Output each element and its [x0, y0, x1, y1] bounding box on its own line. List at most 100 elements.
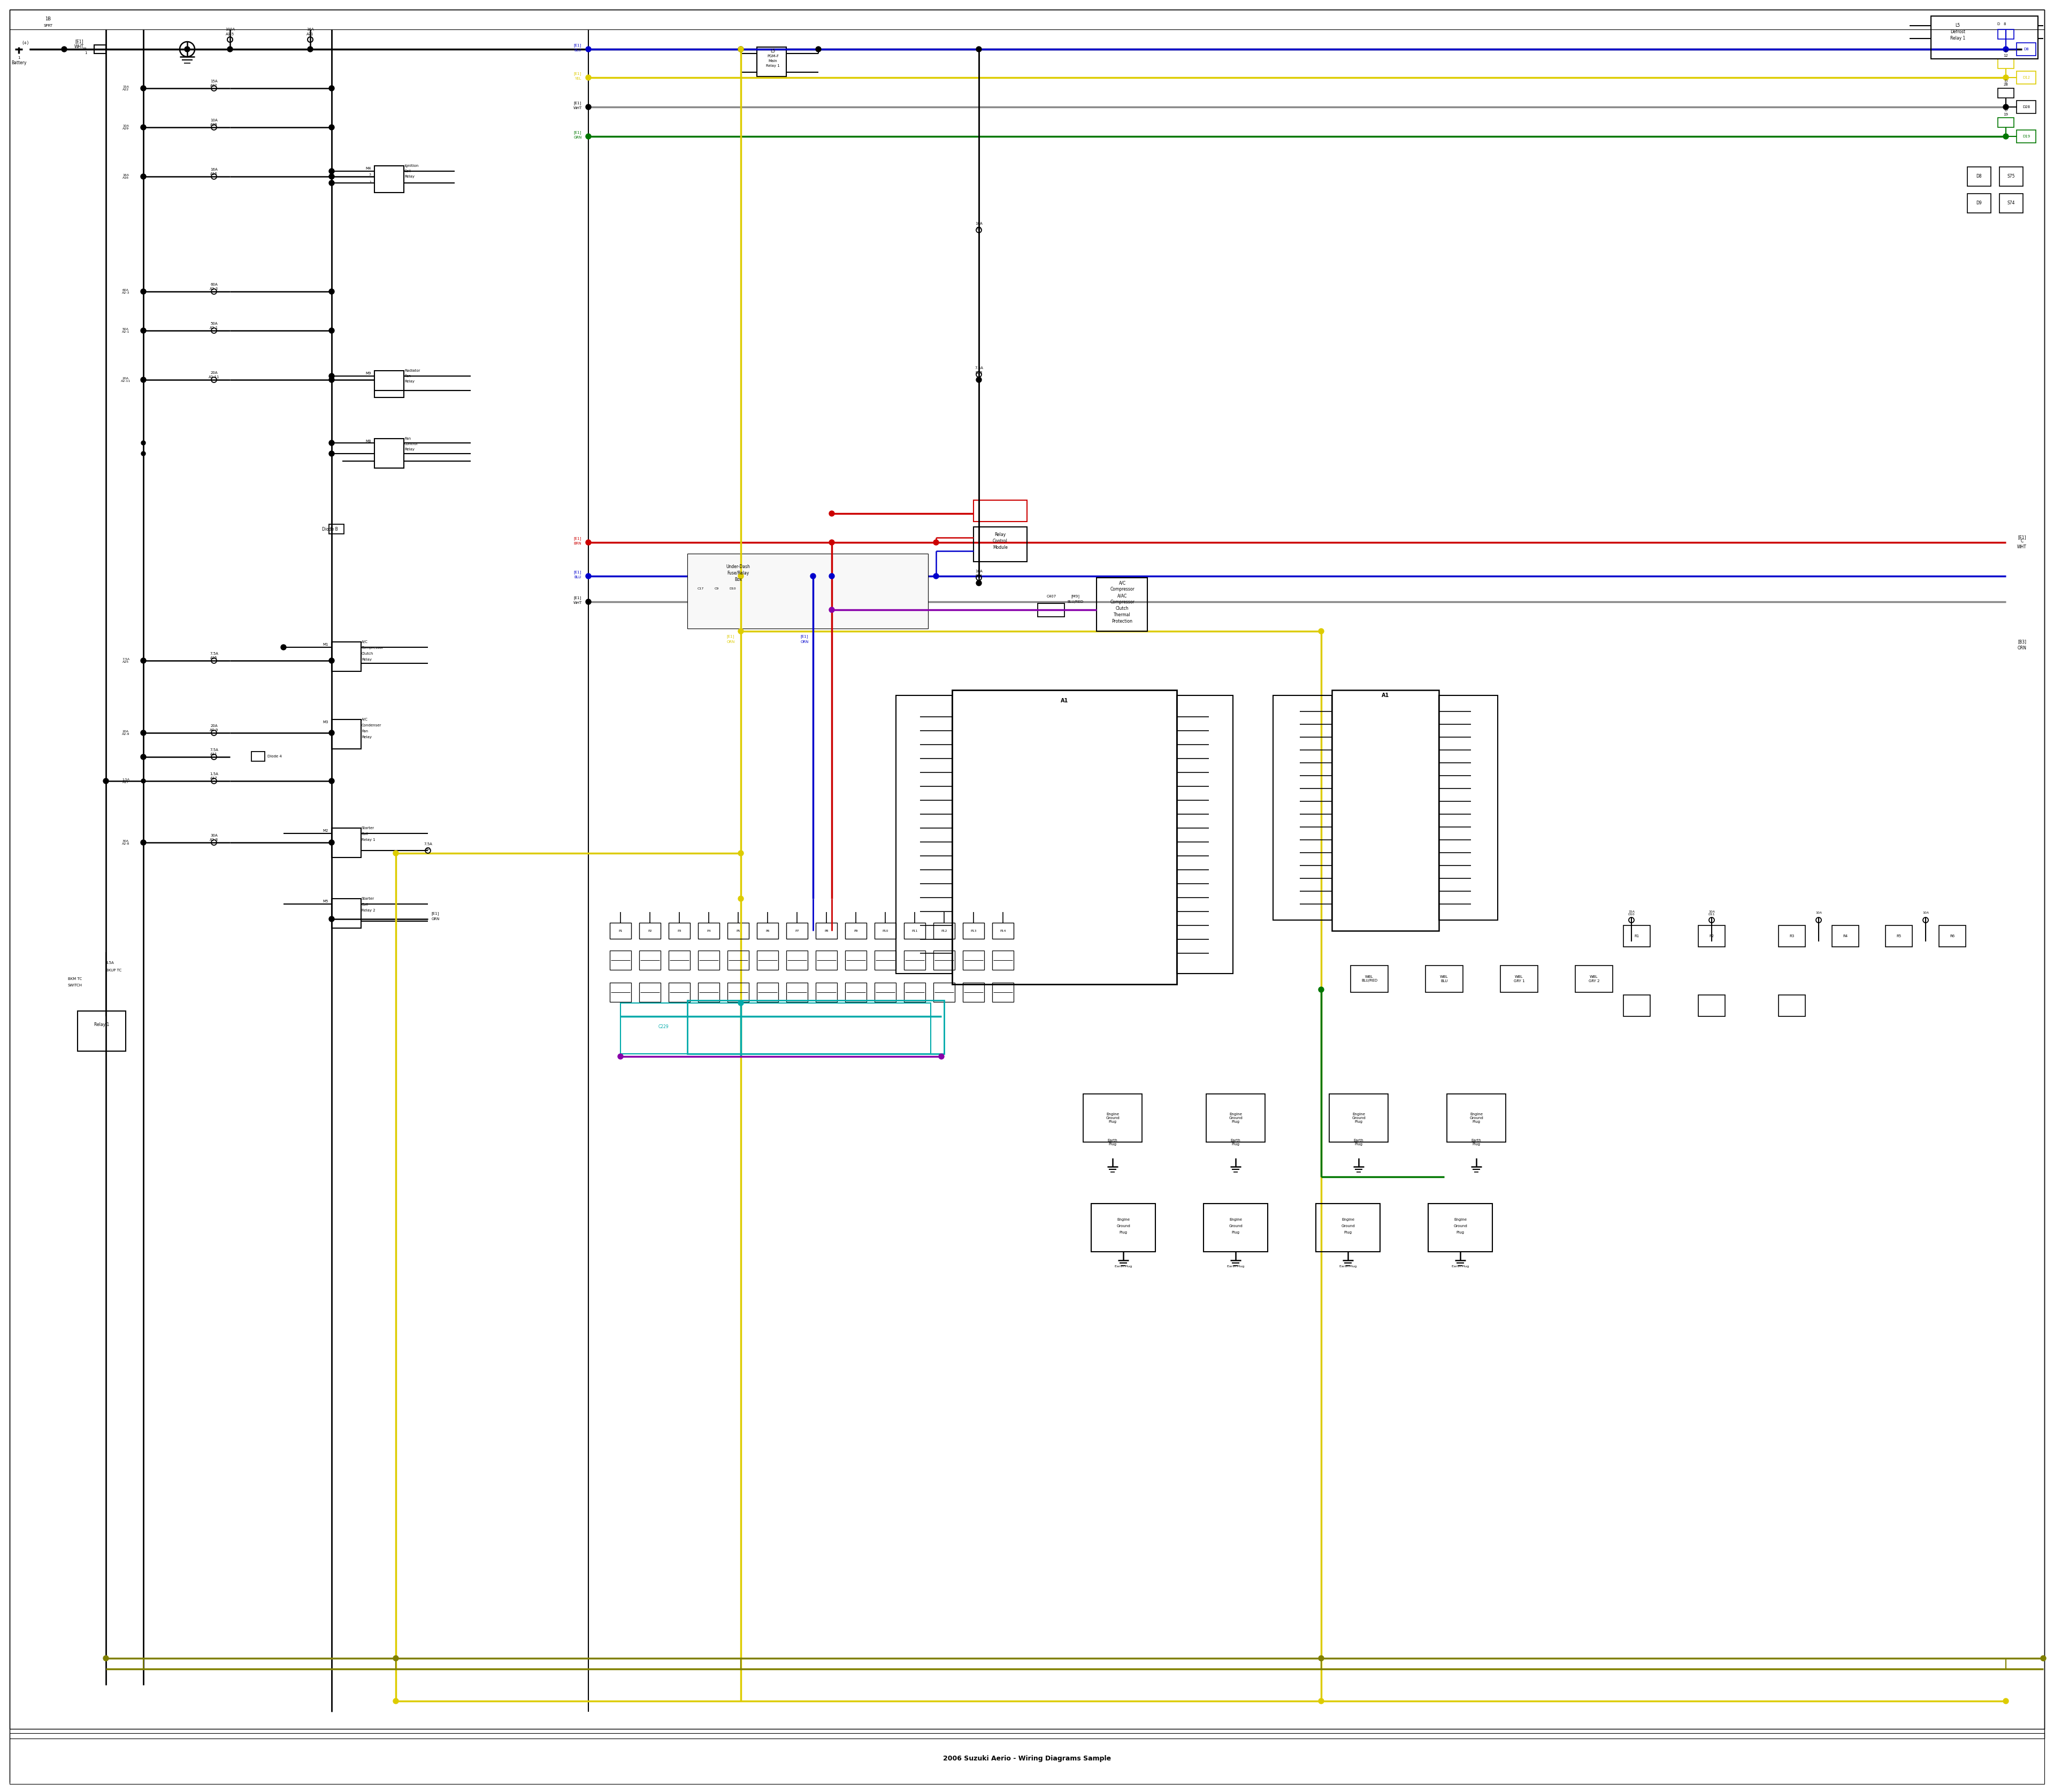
Text: Starter: Starter	[362, 826, 374, 830]
Text: Earth Plug: Earth Plug	[1452, 1265, 1469, 1269]
Text: Earth
Plug: Earth Plug	[1354, 1138, 1364, 1145]
Circle shape	[142, 174, 146, 179]
Circle shape	[103, 1656, 109, 1661]
Bar	[844, 982, 867, 1002]
Text: Clutch: Clutch	[1115, 606, 1130, 611]
Text: Control: Control	[992, 539, 1009, 543]
Text: 7.5A: 7.5A	[210, 652, 218, 656]
Text: 15A
D10: 15A D10	[1629, 910, 1635, 916]
Text: M9: M9	[366, 371, 372, 375]
Bar	[94, 45, 107, 54]
Text: 60A: 60A	[210, 283, 218, 287]
Bar	[1968, 194, 1990, 213]
Text: Thermal: Thermal	[1113, 613, 1130, 618]
Bar	[1779, 995, 1805, 1016]
Text: Compressor: Compressor	[1109, 600, 1134, 604]
Text: Clutch: Clutch	[362, 652, 374, 656]
Text: A16: A16	[210, 172, 218, 176]
Bar	[963, 950, 984, 969]
Text: 7.5A: 7.5A	[423, 842, 431, 846]
Circle shape	[618, 1054, 622, 1059]
Text: Relay: Relay	[362, 735, 372, 738]
Circle shape	[976, 47, 982, 52]
Circle shape	[185, 47, 189, 52]
Bar	[963, 982, 984, 1002]
Text: Radiator: Radiator	[405, 369, 421, 373]
Text: PGM-F: PGM-F	[766, 54, 778, 57]
Bar	[815, 923, 838, 939]
Bar	[329, 525, 343, 534]
Bar	[10, 1733, 2044, 1785]
Text: A21: A21	[306, 32, 314, 36]
Text: 10A: 10A	[976, 570, 982, 573]
Text: Engine
Ground
Plug: Engine Ground Plug	[1105, 1113, 1119, 1124]
Text: ORN: ORN	[727, 640, 735, 643]
Circle shape	[1319, 629, 1325, 634]
Bar	[904, 923, 926, 939]
Bar	[2017, 43, 2036, 56]
Text: D
19: D 19	[2003, 109, 2009, 116]
Text: D8: D8	[2023, 48, 2029, 50]
Text: S75: S75	[2007, 174, 2015, 179]
Bar	[670, 950, 690, 969]
Text: Control: Control	[405, 443, 417, 446]
Circle shape	[737, 896, 744, 901]
Bar	[698, 923, 719, 939]
Circle shape	[2040, 1656, 2046, 1661]
Text: Engine
Ground
Plug: Engine Ground Plug	[1469, 1113, 1483, 1124]
Circle shape	[585, 573, 592, 579]
Bar	[844, 923, 867, 939]
Text: D8: D8	[1976, 174, 1982, 179]
Bar	[639, 982, 661, 1002]
Circle shape	[140, 328, 146, 333]
Circle shape	[737, 851, 744, 857]
Bar	[698, 950, 719, 969]
Text: Plug: Plug	[1343, 1231, 1352, 1235]
Bar	[953, 690, 1177, 984]
Circle shape	[142, 840, 146, 844]
Bar	[844, 950, 867, 969]
Circle shape	[1319, 1699, 1325, 1704]
Bar	[1779, 925, 1805, 946]
Bar	[896, 695, 953, 973]
Circle shape	[585, 134, 592, 140]
Bar	[1037, 604, 1064, 616]
Text: [E1]: [E1]	[573, 102, 581, 106]
Text: 20A
A2-9: 20A A2-9	[121, 729, 129, 737]
Bar	[1999, 88, 2013, 99]
Text: [E1]: [E1]	[573, 43, 581, 47]
Text: P13: P13	[969, 930, 976, 932]
Text: Condenser: Condenser	[362, 724, 382, 728]
Bar	[1440, 695, 1497, 919]
Circle shape	[392, 1699, 398, 1704]
Bar	[1317, 1204, 1380, 1253]
Text: A1-5: A1-5	[226, 32, 234, 36]
Text: Ground: Ground	[1341, 1224, 1356, 1228]
Text: P9: P9	[854, 930, 859, 932]
Circle shape	[2003, 134, 2009, 140]
Bar	[251, 751, 265, 762]
Text: Ground: Ground	[1454, 1224, 1467, 1228]
Bar	[787, 982, 807, 1002]
Text: 15A
A22: 15A A22	[123, 86, 129, 91]
Circle shape	[142, 452, 146, 455]
Bar	[1329, 1093, 1389, 1142]
Text: C9: C9	[715, 588, 719, 590]
Bar	[331, 719, 362, 749]
Circle shape	[140, 754, 146, 760]
Circle shape	[830, 573, 834, 579]
Circle shape	[329, 778, 335, 783]
Bar	[670, 982, 690, 1002]
Bar	[727, 950, 750, 969]
Text: Relay: Relay	[405, 380, 415, 383]
Bar	[727, 982, 750, 1002]
Circle shape	[329, 376, 335, 382]
Text: R5: R5	[1896, 934, 1902, 937]
Text: Compressor: Compressor	[1109, 588, 1134, 591]
Text: BRN: BRN	[573, 541, 581, 545]
Text: A5: A5	[425, 848, 431, 851]
Text: C17: C17	[698, 588, 705, 590]
Bar	[374, 371, 405, 398]
Circle shape	[329, 168, 335, 174]
Bar	[1999, 194, 2023, 213]
